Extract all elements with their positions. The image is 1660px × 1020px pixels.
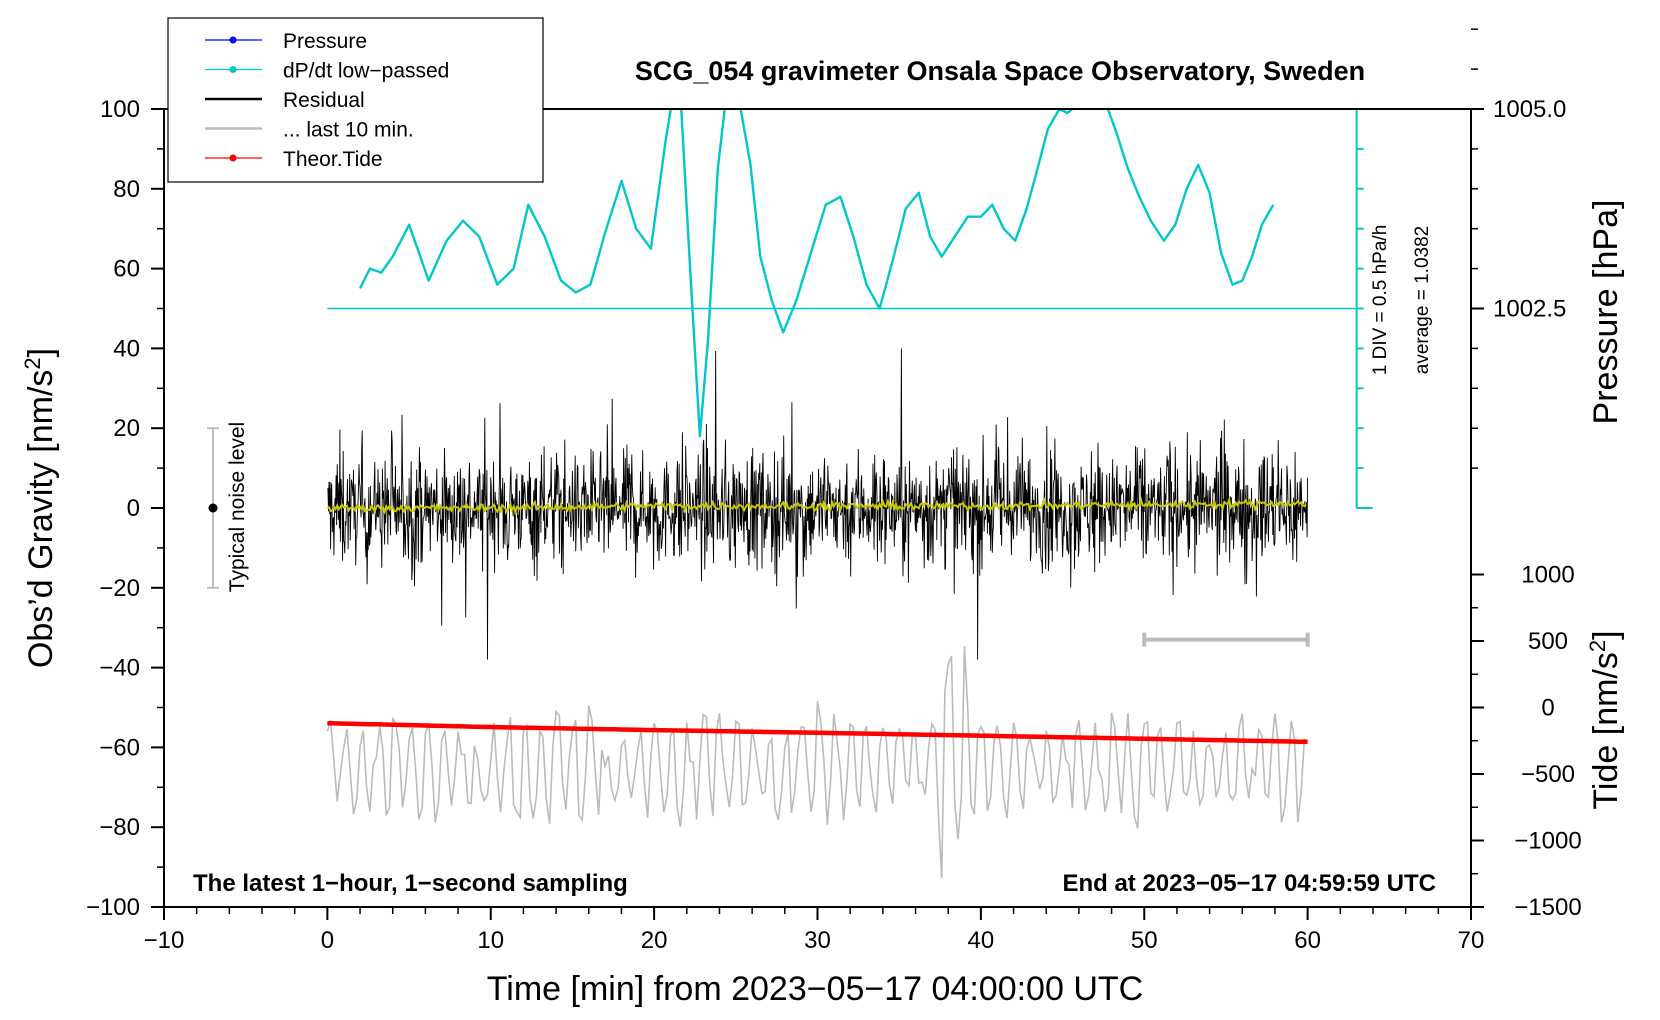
series-residual-smoothed	[326, 495, 1307, 516]
series-residual	[327, 348, 1309, 660]
tide-tick-label: 500	[1528, 628, 1568, 655]
tide-axis-title-end: ]	[1587, 630, 1625, 639]
tide-tick-label: −1000	[1514, 827, 1581, 854]
x-tick-label: −10	[144, 927, 185, 954]
x-axis-title: Time [min] from 2023−05−17 04:00:00 UTC	[487, 970, 1143, 1008]
y-tick-label: 40	[113, 335, 140, 362]
noise-level-label: Typical noise level	[226, 422, 249, 592]
y-axis-title: Obs’d Gravity [nm/s2]	[20, 348, 61, 668]
series-dpdt	[358, 109, 1275, 438]
tide-tick-label: 0	[1541, 695, 1554, 722]
y-axis-title-main: Obs’d Gravity [nm/s	[22, 370, 60, 669]
legend-label: ... last 10 min.	[283, 119, 414, 142]
pressure-tick-label: 1002.5	[1493, 296, 1566, 323]
x-tick-label: 20	[641, 927, 668, 954]
legend-label: Residual	[283, 89, 365, 112]
tide-tick-label: 1000	[1521, 562, 1574, 589]
y-tick-label: 0	[127, 495, 140, 522]
x-tick-label: 60	[1294, 927, 1321, 954]
legend: Pressure dP/dt low−passed Residual ... last…	[167, 17, 544, 183]
tide-axis-title-sup: 2	[1585, 640, 1610, 652]
y-tick-label: −20	[99, 575, 140, 602]
pressure-tick-label: 1005.0	[1493, 96, 1566, 123]
y-tick-label: −80	[99, 814, 140, 841]
pressure-average-note: average = 1.0382	[1412, 226, 1433, 374]
tide-tick-label: −500	[1521, 761, 1575, 788]
y-tick-label: −60	[99, 734, 140, 761]
y-tick-label: 20	[113, 415, 140, 442]
corner-note-left: The latest 1−hour, 1−second sampling	[193, 870, 628, 897]
y-axis-title-sup: 2	[20, 357, 45, 369]
y-tick-label: −40	[99, 655, 140, 682]
corner-note-right: End at 2023−05−17 04:59:59 UTC	[1062, 870, 1436, 897]
tide-axis-title-main: Tide [nm/s	[1587, 652, 1625, 809]
x-tick-label: 70	[1458, 927, 1485, 954]
series-theor-tide	[327, 720, 1308, 745]
chart-title: SCG_054 gravimeter Onsala Space Observat…	[635, 56, 1365, 86]
legend-marker	[229, 66, 237, 73]
x-tick-label: 50	[1131, 927, 1158, 954]
legend-label: Theor.Tide	[283, 148, 383, 171]
pressure-division-note: 1 DIV = 0.5 hPa/h	[1370, 225, 1391, 376]
noise-bar-center	[208, 503, 218, 513]
y-tick-label: 80	[113, 176, 140, 203]
pressure-axis-title: Pressure [hPa]	[1587, 200, 1625, 425]
data-series-layer	[326, 109, 1373, 879]
series-last-10-min	[326, 646, 1306, 879]
tide-tick-label: −1500	[1514, 894, 1581, 921]
y-tick-label: 100	[100, 96, 140, 123]
y-axis-title-end: ]	[22, 348, 60, 357]
x-tick-label: 40	[968, 927, 995, 954]
x-tick-label: 0	[321, 927, 334, 954]
legend-marker	[229, 154, 237, 162]
x-tick-label: 30	[804, 927, 831, 954]
legend-label: Pressure	[283, 30, 367, 53]
axes-layer: −10 0 10 20 30 40 50 60 70−100−80−60−40−20020406…	[86, 28, 1582, 954]
x-tick-label: 10	[477, 927, 504, 954]
tide-axis-title: Tide [nm/s2]	[1585, 630, 1626, 809]
legend-label: dP/dt low−passed	[283, 60, 449, 83]
y-tick-label: 60	[113, 256, 140, 283]
legend-marker	[229, 36, 237, 44]
y-tick-label: −100	[86, 894, 140, 921]
